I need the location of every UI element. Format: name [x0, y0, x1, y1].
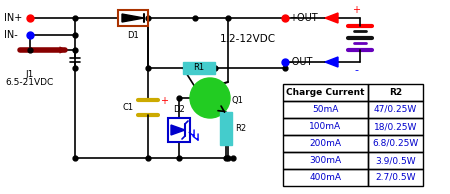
Bar — [283, 135, 368, 152]
Text: IN+: IN+ — [4, 13, 22, 23]
Text: 400mA: 400mA — [310, 173, 342, 182]
Text: 1.2-12VDC: 1.2-12VDC — [220, 34, 276, 44]
Text: -: - — [354, 65, 358, 75]
Text: +: + — [160, 96, 168, 106]
Text: 6.8/0.25W: 6.8/0.25W — [373, 139, 418, 148]
Text: Charge Current: Charge Current — [286, 88, 365, 97]
Bar — [368, 135, 423, 152]
Text: J1: J1 — [26, 70, 34, 79]
Text: 18/0.25W: 18/0.25W — [374, 122, 417, 131]
Bar — [220, 112, 232, 145]
Text: R1: R1 — [194, 63, 205, 73]
Bar — [283, 84, 368, 101]
Text: Q1: Q1 — [231, 95, 243, 105]
Text: D1: D1 — [127, 31, 139, 40]
Text: 3.9/0.5W: 3.9/0.5W — [375, 156, 416, 165]
Text: R2: R2 — [235, 124, 246, 133]
Bar — [118, 10, 148, 26]
Bar — [183, 62, 215, 74]
Bar — [283, 169, 368, 186]
Text: D2: D2 — [173, 105, 185, 114]
Bar — [368, 169, 423, 186]
Bar — [368, 152, 423, 169]
Text: 50mA: 50mA — [312, 105, 339, 114]
Bar — [368, 101, 423, 118]
Polygon shape — [171, 125, 185, 135]
Text: R2: R2 — [389, 88, 402, 97]
Text: 47/0.25W: 47/0.25W — [374, 105, 417, 114]
Bar — [368, 84, 423, 101]
Text: -OUT: -OUT — [289, 57, 313, 67]
Bar — [368, 118, 423, 135]
Text: +OUT: +OUT — [289, 13, 318, 23]
Polygon shape — [122, 14, 144, 22]
Text: 300mA: 300mA — [310, 156, 342, 165]
Text: 2.7/0.5W: 2.7/0.5W — [375, 173, 416, 182]
Bar — [168, 118, 190, 142]
Text: 6.5-21VDC: 6.5-21VDC — [6, 78, 54, 87]
Polygon shape — [325, 57, 338, 67]
Bar — [283, 118, 368, 135]
Bar — [283, 152, 368, 169]
Circle shape — [190, 78, 230, 118]
Text: C1: C1 — [123, 103, 134, 112]
Text: +: + — [352, 5, 360, 15]
Text: 100mA: 100mA — [310, 122, 342, 131]
Text: IN-: IN- — [4, 30, 18, 40]
Polygon shape — [325, 13, 338, 23]
Bar — [283, 101, 368, 118]
Text: 200mA: 200mA — [310, 139, 342, 148]
